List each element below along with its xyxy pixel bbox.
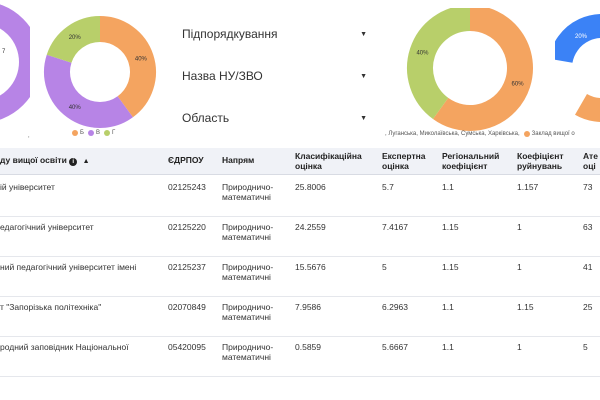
cell-regional: 1.15 (442, 222, 459, 232)
tick-mark: ' (28, 135, 30, 144)
cell-ruin: 1.15 (517, 302, 534, 312)
cell-ruin: 1.157 (517, 182, 539, 192)
cell-edrpou: 02070849 (168, 302, 206, 312)
cell-classification: 25.8006 (295, 182, 326, 192)
legend-dot (103, 130, 110, 136)
donut-slice[interactable] (46, 16, 101, 64)
column-header-edrpou[interactable]: ЄДРПОУ (168, 155, 204, 165)
subordination-filter[interactable]: Підпорядкування ▼ (182, 24, 367, 44)
table-row[interactable]: родний заповідник Національної 05420095 Пр… (0, 336, 600, 377)
donut-chart-3: 60% 40% (407, 8, 533, 131)
donut2-legend: Б В Г (68, 130, 115, 136)
column-header-expert[interactable]: Експертна оцінка (382, 151, 426, 171)
cell-name: родний заповідник Національної (0, 342, 129, 352)
cell-direction: Природничо-математичні (222, 302, 274, 322)
cell-att: 5 (583, 342, 588, 352)
cell-classification: 15.5676 (295, 262, 326, 272)
column-header-ruin[interactable]: Коефіцієнт руйнувань (517, 151, 564, 171)
info-icon[interactable]: i (69, 158, 78, 166)
cell-classification: 0.5859 (295, 342, 321, 352)
cell-ruin: 1 (517, 262, 522, 272)
chevron-down-icon: ▼ (360, 30, 367, 38)
cell-name: едагогічний університет (0, 222, 94, 232)
cell-expert: 5.6667 (382, 342, 408, 352)
legend-label: Б (80, 130, 84, 136)
cell-classification: 7.9586 (295, 302, 321, 312)
table-row[interactable]: едагогічний університет 02125220 Природнич… (0, 216, 600, 257)
slice-label: 20% (575, 34, 588, 40)
cell-name: т "Запорізька політехніка" (0, 302, 102, 312)
legend-dot (72, 130, 78, 136)
cell-ruin: 1 (517, 222, 522, 232)
donut3-legend: , Луганська, Миколаївська, Сумська, Харк… (385, 131, 575, 137)
slice-label: 40% (69, 105, 82, 111)
cell-direction: Природничо-математичні (222, 182, 274, 202)
cell-regional: 1.1 (442, 182, 454, 192)
donut-slice[interactable] (575, 32, 600, 122)
cell-expert: 5.7 (382, 182, 394, 192)
cell-edrpou: 05420095 (168, 342, 206, 352)
chevron-down-icon: ▼ (360, 72, 367, 80)
slice-label: 20% (69, 35, 82, 41)
table-row[interactable]: ій університет 02125243 Природничо-математ… (0, 176, 600, 217)
donut-slice[interactable] (44, 54, 133, 128)
column-header-regional[interactable]: Регіональний коефіцієнт (442, 151, 500, 171)
donut1-label: 7 (2, 49, 6, 55)
donut-chart-4: 20% (555, 14, 600, 122)
region-filter-label: Область (182, 111, 230, 125)
table-row[interactable]: т "Запорізька політехніка" 02070849 Природ… (0, 296, 600, 337)
cell-regional: 1.1 (442, 342, 454, 352)
legend-dot (87, 130, 94, 136)
cell-edrpou: 02125237 (168, 262, 206, 272)
slice-label: 60% (512, 81, 525, 87)
institution-filter[interactable]: Назва НУ/ЗВО ▼ (182, 66, 367, 86)
column-header-name[interactable]: ду вищої освіти i ▲ (0, 155, 90, 166)
region-filter[interactable]: Область ▼ (182, 108, 367, 128)
institution-filter-label: Назва НУ/ЗВО (182, 69, 263, 83)
charts-and-filters: 7 40% 40% 20% Б В Г ' Підпорядкування ▼ Назв… (0, 0, 600, 145)
cell-edrpou: 02125243 (168, 182, 206, 192)
subordination-filter-label: Підпорядкування (182, 27, 278, 41)
donut-slice[interactable] (99, 16, 156, 118)
cell-att: 63 (583, 222, 593, 232)
cell-regional: 1.1 (442, 302, 454, 312)
cell-name: ій університет (0, 182, 55, 192)
cell-classification: 24.2559 (295, 222, 326, 232)
column-header-classification[interactable]: Класифікаційна оцінка (295, 151, 362, 171)
slice-label: 40% (135, 57, 148, 63)
cell-name: ний педагогічний університет імені (0, 262, 137, 272)
donut-slice[interactable] (555, 14, 600, 64)
cell-direction: Природничо-математичні (222, 342, 274, 362)
cell-regional: 1.15 (442, 262, 459, 272)
donut-chart-2: 40% 40% 20% (44, 16, 156, 128)
cell-att: 25 (583, 302, 593, 312)
donut3-legend-text: , Луганська, Миколаївська, Сумська, Харк… (385, 131, 520, 137)
table-row[interactable]: ний педагогічний університет імені 021252… (0, 256, 600, 297)
legend-label: Г (111, 130, 116, 136)
cell-expert: 5 (382, 262, 387, 272)
cell-att: 73 (583, 182, 593, 192)
legend-dot (523, 131, 530, 137)
donut3-legend-item: Заклад вищої о (531, 131, 575, 137)
cell-direction: Природничо-математичні (222, 222, 274, 242)
cell-edrpou: 02125220 (168, 222, 206, 232)
slice-label: 40% (416, 51, 429, 57)
column-header-att[interactable]: Ате оці (583, 151, 598, 171)
legend-label: В (95, 130, 100, 136)
chevron-down-icon: ▼ (360, 114, 367, 122)
table-header: ду вищої освіти i ▲ ЄДРПОУ Напрям Класиф… (0, 148, 600, 175)
cell-expert: 6.2963 (382, 302, 408, 312)
sort-asc-icon[interactable]: ▲ (82, 158, 90, 165)
cell-expert: 7.4167 (382, 222, 408, 232)
cell-ruin: 1 (517, 342, 522, 352)
donut-slice[interactable] (407, 8, 471, 119)
cell-direction: Природничо-математичні (222, 262, 274, 282)
donut-slice[interactable] (432, 8, 533, 131)
cell-att: 41 (583, 262, 593, 272)
donut-chart-1: 7 (0, 4, 30, 120)
column-header-direction[interactable]: Напрям (222, 155, 255, 165)
